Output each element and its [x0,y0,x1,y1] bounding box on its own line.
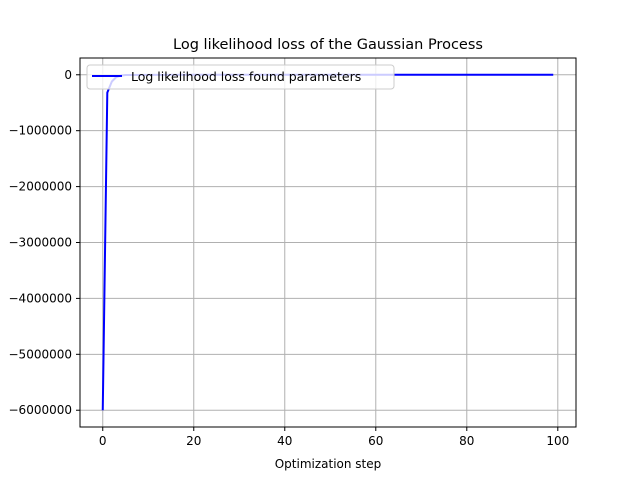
x-axis-label: Optimization step [275,457,382,471]
y-tick-label: −3000000 [9,236,73,250]
y-tick-label: −2000000 [9,180,73,194]
grid [80,58,576,427]
x-tick-label: 80 [459,434,474,448]
x-tick-label: 20 [186,434,201,448]
x-axis-ticks: 0 20 40 60 80 100 [99,427,569,448]
y-tick-label: −5000000 [9,347,73,361]
y-axis-ticks: 0 −1000000 −2000000 −3000000 −4000000 −500000… [9,68,80,417]
x-tick-label: 40 [277,434,292,448]
x-tick-label: 100 [546,434,569,448]
legend-label: Log likelihood loss found parameters [131,69,361,84]
y-tick-label: −6000000 [9,403,73,417]
chart-title: Log likelihood loss of the Gaussian Proc… [173,37,483,53]
y-tick-label: −1000000 [9,124,73,138]
y-tick-label: −4000000 [9,291,73,305]
legend: Log likelihood loss found parameters [86,64,395,90]
x-tick-label: 0 [99,434,107,448]
y-tick-label: 0 [64,68,72,82]
x-tick-label: 60 [368,434,383,448]
legend-box [86,64,395,90]
